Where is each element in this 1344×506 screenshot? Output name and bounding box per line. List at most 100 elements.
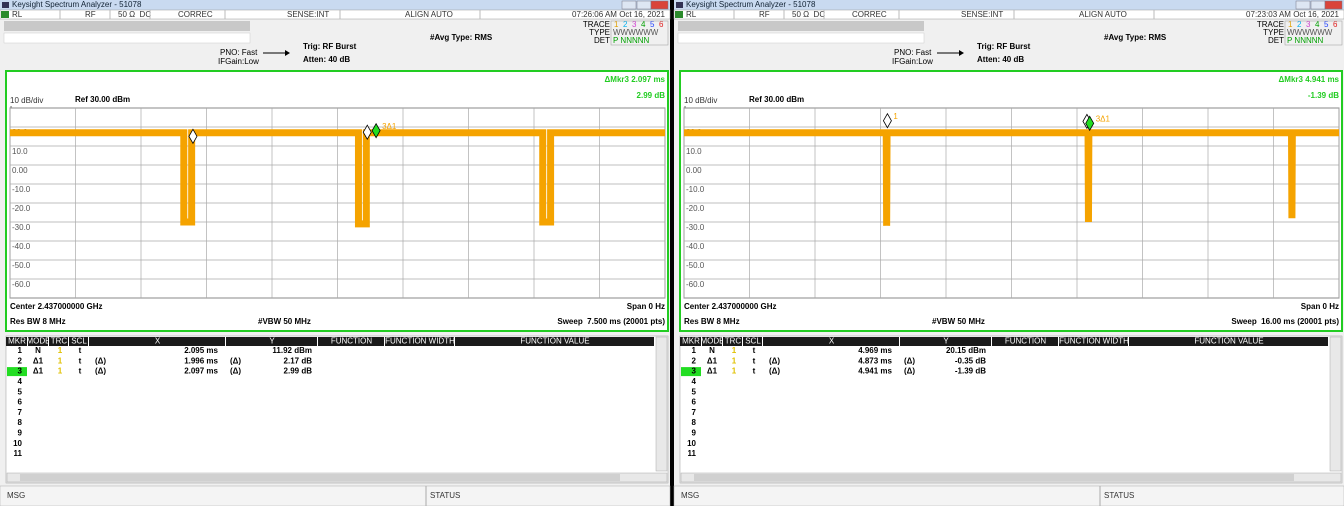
vertical-scrollbar[interactable] [655,336,668,472]
status-item: RL [12,10,23,19]
scroll-thumb[interactable] [694,474,1294,481]
table-cell: 4.941 ms [858,367,892,376]
table-header-cell [455,337,654,346]
table-cell: 3 [692,367,697,376]
title-bar [0,0,670,10]
marker-readout: ΔMkr3 4.941 ms [1279,75,1340,84]
table-cell: -0.35 dB [955,356,986,365]
table-cell: 1 [732,346,737,355]
vertical-scrollbar[interactable] [1329,336,1342,472]
table-cell: 3 [18,367,23,376]
message-bar [0,485,671,506]
trace-digit: 3 [632,20,637,29]
table-cell: 1 [732,367,737,376]
table-header-cell [702,337,722,346]
trace-digit: 2 [623,20,628,29]
table-cell: (Δ) [769,356,780,365]
table-cell: 5 [18,387,23,396]
close-button[interactable] [1324,0,1343,10]
table-cell: -1.39 dB [955,367,986,376]
status-item: ALIGN AUTO [1079,10,1127,19]
ifgain: IFGain:Low [892,57,933,66]
trigger: Trig: RF Burst [303,42,357,51]
table-cell: Δ1 [707,367,718,376]
table-cell: 1 [58,346,63,355]
info-strip [677,32,925,44]
info-box [678,21,924,31]
maximize-button[interactable] [636,0,652,10]
trace-digit: 1 [1288,20,1293,29]
table-cell: 2.095 ms [184,346,218,355]
table-cell: 1 [58,367,63,376]
ifgain: IFGain:Low [218,57,259,66]
table-cell: 11.92 dBm [272,346,312,355]
minimize-button[interactable] [621,0,637,10]
table-header-cell [900,337,991,346]
message-label: MSG [7,491,25,500]
close-button[interactable] [650,0,669,10]
y-tick-label: 10.0 [686,147,702,156]
minimize-button[interactable] [1295,0,1311,10]
marker-value: -1.39 dB [1308,91,1339,100]
trace-digit: 4 [641,20,646,29]
marker-label: 3Δ1 [382,122,397,131]
table-header: Y [269,337,275,346]
table-bg [679,335,1343,484]
window-title: Keysight Spectrum Analyzer - 51078 [12,0,142,9]
table-header-cell [69,337,88,346]
pno: PNO: Fast [220,48,258,57]
table-cell: t [79,367,82,376]
trace-digit: 6 [1333,20,1338,29]
resolution-bw: Res BW 8 MHz [10,317,66,326]
table-cell: 10 [687,439,696,448]
table-header-cell [89,337,225,346]
table-cell: (Δ) [95,356,106,365]
status-label: STATUS [1104,491,1134,500]
table-cell: t [753,346,756,355]
y-tick-label: -10.0 [12,185,31,194]
table-cell: 10 [13,439,22,448]
message-label: MSG [681,491,699,500]
rl-icon [1,11,9,18]
table-cell: 4.873 ms [858,356,892,365]
active-row-highlight [681,367,701,377]
table-header: FUNCTION VALUE [1194,337,1263,346]
video-bw: #VBW 50 MHz [932,317,985,326]
y-tick-label: -10.0 [686,185,705,194]
pno: PNO: Fast [894,48,932,57]
maximize-button[interactable] [1310,0,1326,10]
table-header: MODE [27,337,51,346]
scale: 10 dB/div [684,96,717,105]
marker-label: 1 [893,112,898,121]
table-header-cell [680,337,701,346]
det-label: DET [594,36,610,45]
sweep: Sweep 16.00 ms (20001 pts) [1231,317,1339,326]
table-header: MKR [8,337,26,346]
reference-level: Ref 30.00 dBm [75,95,130,104]
trace [10,129,665,228]
det-label: DET [1268,36,1284,45]
status-label: STATUS [430,491,460,500]
type-value: WWWWWW [613,28,659,37]
active-row-highlight [7,367,27,377]
table-header-cell [1129,337,1328,346]
table-cell: 1.996 ms [184,356,218,365]
table-cell: t [79,356,82,365]
table-header-cell [723,337,742,346]
status-item: SENSE:INT [287,10,329,19]
table-cell: 11 [688,449,697,458]
table-cell: 2.097 ms [184,367,218,376]
y-tick-label: 0.00 [12,166,28,175]
table-header: FUNCTION [331,337,373,346]
scroll-thumb[interactable] [20,474,620,481]
y-tick-label: -30.0 [686,223,705,232]
table-header: Y [943,337,949,346]
table-cell: (Δ) [230,367,241,376]
table-header: X [155,337,161,346]
video-bw: #VBW 50 MHz [258,317,311,326]
status-item: 50 Ω DC [792,10,825,19]
table-header-cell [763,337,899,346]
table-cell: Δ1 [33,367,44,376]
y-tick-label: -20.0 [686,204,705,213]
